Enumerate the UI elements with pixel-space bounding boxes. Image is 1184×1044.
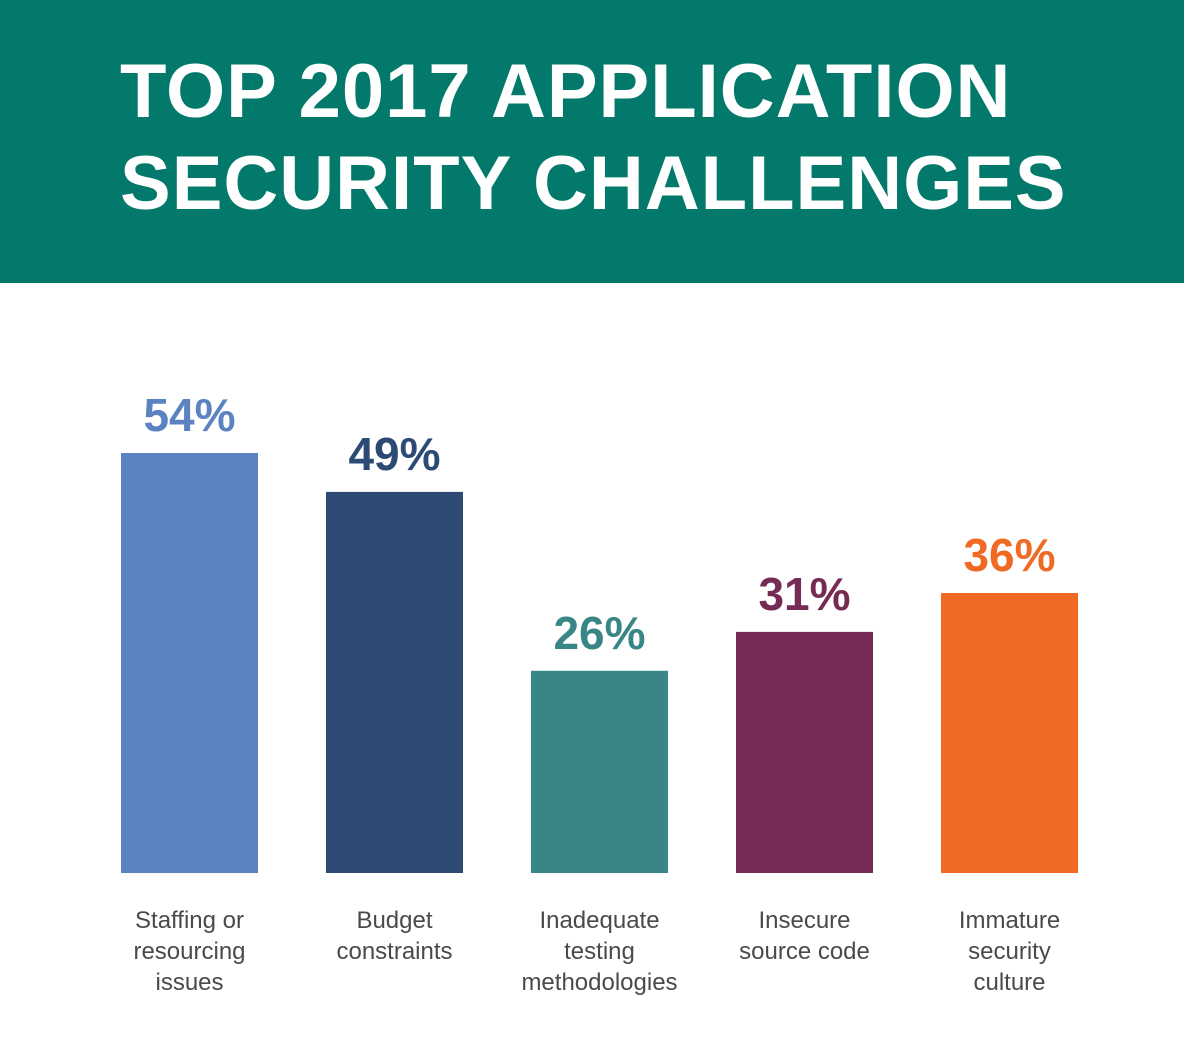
- bar-chart: 54% Staffing or resourcing issues 49% Budget c…: [121, 389, 1078, 996]
- category-label-3: Insecure source code: [739, 907, 870, 965]
- category-label-line: Inadequate: [539, 907, 659, 934]
- category-label-line: methodologies: [521, 969, 677, 996]
- category-label-line: resourcing: [133, 938, 245, 965]
- category-label-1: Budget constraints: [336, 907, 452, 965]
- category-label-line: Immature: [959, 907, 1060, 934]
- category-label-line: constraints: [336, 938, 452, 965]
- value-label-4: 36%: [963, 529, 1055, 581]
- bar-1: [326, 491, 463, 873]
- value-label-2: 26%: [553, 607, 645, 659]
- category-label-2: Inadequate testing methodologies: [521, 907, 677, 996]
- category-label-0: Staffing or resourcing issues: [133, 907, 245, 996]
- category-label-line: culture: [973, 969, 1045, 996]
- bar-0: [121, 453, 258, 873]
- title-banner: TOP 2017 APPLICATION SECURITY CHALLENGES: [0, 0, 1184, 283]
- bar-4: [941, 593, 1078, 873]
- bar-3: [736, 631, 873, 873]
- category-label-line: testing: [564, 938, 635, 965]
- bar-2: [531, 670, 668, 873]
- category-label-line: source code: [739, 938, 870, 965]
- value-label-1: 49%: [348, 428, 440, 480]
- category-label-line: security: [968, 938, 1051, 965]
- title-line-1: TOP 2017 APPLICATION: [120, 49, 1012, 134]
- category-label-line: Budget: [356, 907, 432, 934]
- value-label-3: 31%: [758, 568, 850, 620]
- category-label-4: Immature security culture: [959, 907, 1060, 996]
- category-label-line: issues: [155, 969, 223, 996]
- title-line-2: SECURITY CHALLENGES: [120, 141, 1067, 226]
- category-label-line: Staffing or: [135, 907, 244, 934]
- category-label-line: Insecure: [758, 907, 850, 934]
- value-label-0: 54%: [143, 389, 235, 441]
- page-title: TOP 2017 APPLICATION SECURITY CHALLENGES: [120, 46, 1067, 230]
